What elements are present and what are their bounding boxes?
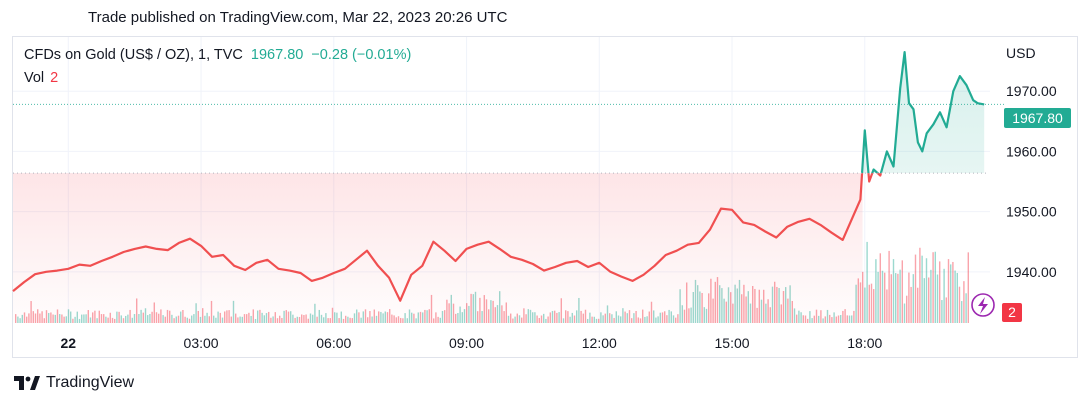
volume-bar [875, 259, 877, 323]
price-line-below [12, 173, 883, 302]
price-lines [12, 51, 985, 302]
volume-bar [967, 252, 969, 323]
legend-change: −0.28 (−0.01%) [311, 47, 412, 63]
volume-bar [886, 289, 888, 323]
volume-bar [947, 259, 950, 323]
y-tick-label: 1940.00 [1006, 264, 1057, 280]
symbol-legend: CFDs on Gold (US$ / OZ), 1, TVC 1967.80 −0… [24, 47, 411, 63]
volume-bar [862, 271, 864, 323]
volume-bar [901, 260, 903, 323]
baseline-fills [13, 52, 985, 323]
volume-bar [952, 261, 954, 323]
volume-bar [866, 241, 868, 323]
last-price-tag [1004, 108, 1071, 128]
volume-bar [906, 295, 908, 323]
volume-bar [903, 303, 906, 323]
volume-bar [877, 271, 879, 323]
volume-bar [910, 286, 912, 323]
tradingview-logo-icon [14, 376, 40, 390]
volume-bar [954, 270, 956, 323]
volume-bar [939, 261, 941, 323]
chart-frame [12, 36, 1078, 358]
volume-bar [914, 254, 917, 323]
x-tick-label: 15:00 [715, 335, 750, 351]
volume-bar [864, 287, 866, 323]
footer-branding: TradingView [14, 374, 134, 392]
volume-bar [925, 258, 928, 323]
volume-bar [958, 286, 961, 323]
brand-name: TradingView [46, 374, 135, 391]
y-tick-label: 1950.00 [1006, 204, 1057, 220]
volume-bar [919, 247, 921, 323]
last-price-tag-text: 1967.80 [1012, 110, 1063, 126]
volume-bar [890, 274, 892, 323]
volume-bar [892, 259, 895, 323]
volume-bar [917, 287, 919, 323]
x-tick-label: 22 [61, 335, 77, 351]
volume-legend: Vol 2 [24, 70, 58, 86]
volume-bar [945, 297, 947, 323]
volume-bar [936, 274, 939, 323]
volume-bar [956, 272, 958, 323]
currency-label: USD [1006, 45, 1036, 61]
volume-bar [934, 251, 936, 323]
y-tick-label: 1970.00 [1006, 83, 1057, 99]
volume-bar [908, 272, 910, 323]
volume-bar [912, 274, 914, 323]
volume-bar [879, 253, 881, 323]
legend-price: 1967.80 [250, 47, 304, 63]
lightning-icon[interactable] [971, 293, 995, 317]
volume-bar [899, 269, 901, 323]
volume-value: 2 [50, 70, 59, 86]
reference-lines [13, 103, 1004, 174]
axis-tags: 1967.80 2 [971, 108, 1071, 322]
volume-label[interactable]: Vol [24, 70, 45, 86]
volume-bar [868, 284, 870, 323]
volume-bar [881, 270, 884, 323]
price-line-above [860, 51, 985, 174]
volume-bar [943, 268, 945, 323]
volume-bar [963, 281, 965, 323]
volume-bar [895, 273, 897, 323]
x-tick-label: 06:00 [316, 335, 351, 351]
x-tick-label: 12:00 [582, 335, 617, 351]
volume-bar [950, 264, 952, 323]
volume-bar [928, 277, 930, 323]
y-tick-label: 1960.00 [1006, 143, 1057, 159]
x-tick-label: 09:00 [449, 335, 484, 351]
volume-bar [965, 293, 967, 323]
time-axis: 22 03:00 06:00 09:00 12:00 15:00 18:00 [61, 335, 883, 351]
symbol-name[interactable]: CFDs on Gold (US$ / OZ), 1, TVC [24, 47, 243, 63]
above-baseline-fill [862, 52, 985, 174]
volume-bar [897, 273, 899, 323]
volume-bar [870, 283, 873, 323]
volume-bar [961, 301, 963, 323]
volume-bar [923, 278, 925, 323]
volume-tag [1002, 303, 1022, 322]
volume-bar [930, 269, 932, 323]
price-axis: USD 1940.00 1950.00 1960.00 1970.00 [1006, 45, 1057, 280]
volume-tag-text: 2 [1008, 304, 1016, 320]
published-caption: Trade published on TradingView.com, Mar … [88, 9, 508, 26]
volume-bar [941, 300, 943, 323]
volume-bar [884, 272, 886, 323]
volume-bar [873, 289, 875, 323]
volume-bar [932, 252, 934, 323]
x-tick-label: 18:00 [847, 335, 882, 351]
x-tick-label: 03:00 [184, 335, 219, 351]
volume-bar [888, 250, 890, 323]
volume-bar [921, 255, 923, 323]
